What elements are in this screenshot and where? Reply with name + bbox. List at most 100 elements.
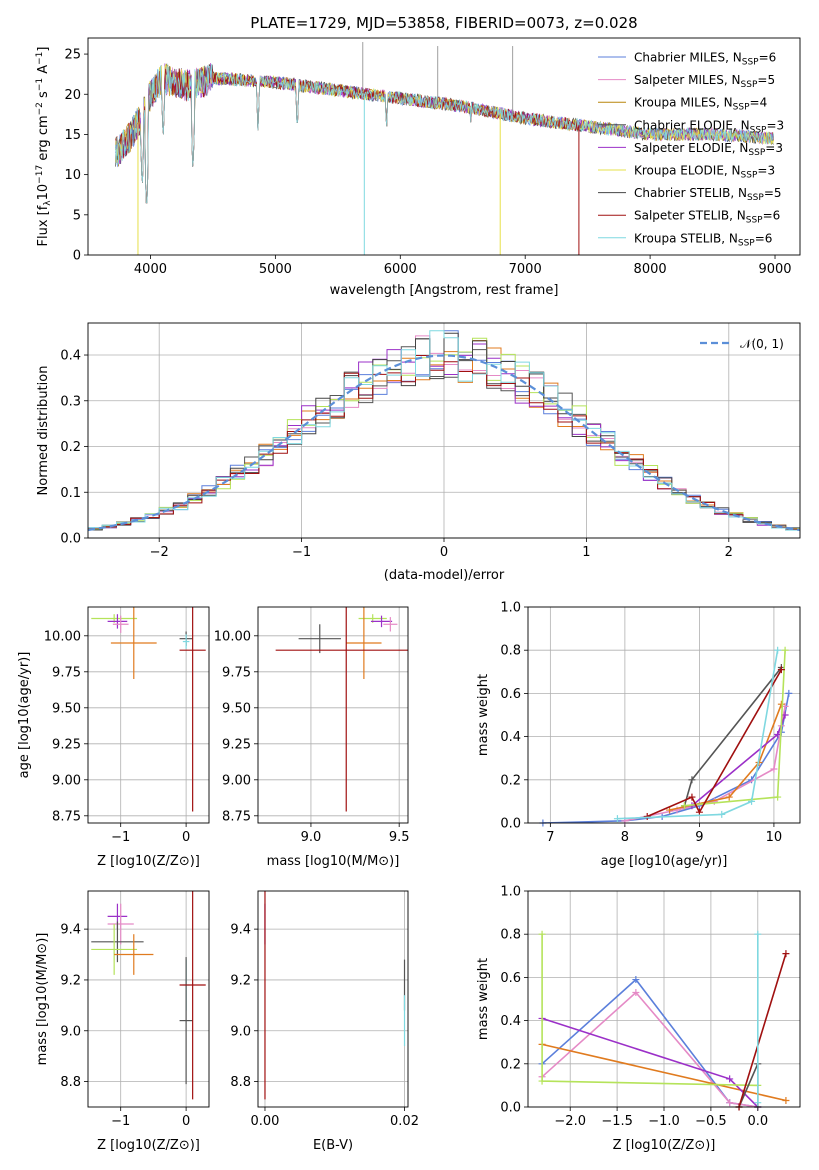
y-tick-label: 25 (64, 48, 81, 63)
series-marker (538, 930, 546, 938)
legend-entry: Kroupa ELODIE, NSSP=3 (634, 164, 775, 181)
error-bar-point (179, 607, 206, 812)
y-tick-label: 10 (64, 168, 81, 183)
y-tick-label: 8.75 (222, 809, 251, 824)
y-axis-label: mass weight (476, 674, 491, 756)
y-tick-label: 0.0 (500, 1101, 521, 1116)
x-tick-label: 0 (182, 1114, 190, 1129)
y-tick-label: 0.3 (60, 394, 81, 409)
series-marker (666, 806, 674, 814)
series-marker (754, 930, 762, 938)
legend-entry: Salpeter ELODIE, NSSP=3 (634, 141, 783, 158)
error-bar-point (346, 607, 382, 679)
error-bar-point (182, 634, 190, 649)
residuals-panel: −2 −1 0 1 2 0.0 0.1 0.2 0.3 0.4 𝒩(0, 1) (data-model… (36, 322, 801, 583)
x-tick-label: −1.5 (601, 1114, 633, 1129)
series-marker (770, 765, 778, 773)
series-line (617, 650, 779, 820)
y-tick-label: 0.2 (500, 773, 521, 788)
spectrum-line (115, 63, 774, 204)
x-tick-label: 4000 (134, 262, 167, 277)
error-bar-point (179, 891, 206, 1100)
y-tick-label: 10.00 (214, 629, 251, 644)
error-bar-point (112, 615, 129, 633)
axes-frame (257, 606, 409, 824)
series-line (691, 714, 786, 807)
series-marker (538, 1077, 546, 1085)
y-axis-label: age [log10(age/yr)] (17, 652, 32, 779)
series-marker (781, 646, 789, 654)
x-tick-label: 6000 (384, 262, 417, 277)
y-axis-label: Normed distribution (36, 366, 51, 496)
x-tick-label: 9.5 (389, 830, 410, 845)
series-marker (718, 810, 726, 818)
x-tick-label: 1 (582, 545, 590, 560)
x-tick-label: 7 (546, 830, 554, 845)
histogram-step (88, 330, 800, 531)
x-axis-label: Z [log10(Z/Z⊙)] (97, 854, 200, 869)
series-line (541, 978, 758, 1107)
x-axis-label: wavelength [Angstrom, rest frame] (330, 283, 559, 298)
x-axis-label: mass [log10(M/M⊙)] (267, 854, 400, 869)
y-tick-label: 9.50 (222, 701, 251, 716)
mass-vs-z-panel: −1 0 8.8 9.0 9.2 9.4 Z [log10(Z/Z⊙)] mass [log1… (35, 890, 210, 1153)
x-axis-label: E(B-V) (313, 1138, 353, 1153)
error-bar-point (110, 607, 157, 679)
series-marker (781, 711, 789, 719)
error-bar-point (383, 617, 398, 632)
x-tick-label: −0.5 (695, 1114, 727, 1129)
age-vs-z-panel: −1 0 8.75 9.00 9.25 9.50 9.75 10.00 Z [log10(Z/Z… (17, 606, 210, 869)
x-tick-label: 8 (621, 830, 629, 845)
y-tick-label: 9.00 (222, 773, 251, 788)
legend-entry: 𝒩(0, 1) (740, 337, 784, 351)
x-tick-label: 10 (766, 830, 783, 845)
y-tick-label: 1.0 (500, 601, 521, 616)
y-tick-label: 0.6 (500, 687, 521, 702)
series-marker (774, 730, 782, 738)
legend-entry: Chabrier STELIB, NSSP=5 (634, 186, 782, 203)
figure-title: PLATE=1729, MJD=53858, FIBERID=0073, z=0… (250, 14, 637, 32)
y-tick-label: 9.2 (230, 973, 251, 988)
legend-entry: Salpeter MILES, NSSP=5 (634, 73, 775, 90)
series-marker (632, 976, 640, 984)
x-tick-label: 0.00 (251, 1114, 280, 1129)
series-marker (632, 989, 640, 997)
y-tick-label: 0 (73, 249, 81, 264)
y-axis-label: mass [log10(M/M⊙)] (35, 933, 50, 1066)
series-marker (748, 797, 756, 805)
legend-entry: Kroupa STELIB, NSSP=6 (634, 231, 772, 248)
series-line (738, 953, 787, 1107)
series-line (669, 703, 783, 811)
x-tick-label: 9 (695, 830, 703, 845)
x-axis-label: Z [log10(Z/Z⊙)] (613, 1138, 716, 1153)
series-line (541, 1017, 759, 1107)
series-marker (774, 793, 782, 801)
series-marker (785, 689, 793, 697)
mass-weight-vs-z-panel: −2.0 −1.5 −1.0 −0.5 0.0 0.0 0.2 0.4 0.6 0.8 1.0 Z [… (476, 885, 801, 1153)
y-tick-label: 8.8 (60, 1075, 81, 1090)
x-tick-label: 5000 (259, 262, 292, 277)
error-bar-point (298, 624, 341, 654)
series-marker (680, 802, 688, 810)
series-marker (726, 1075, 734, 1083)
series-marker (774, 646, 782, 654)
x-tick-label: 8000 (634, 262, 667, 277)
legend-entry: Salpeter STELIB, NSSP=6 (634, 209, 780, 226)
y-tick-label: 9.0 (60, 1024, 81, 1039)
x-tick-label: −2.0 (554, 1114, 586, 1129)
series-marker (777, 700, 785, 708)
y-tick-label: 9.2 (60, 973, 81, 988)
x-tick-label: 9.0 (301, 830, 322, 845)
series-marker (782, 950, 790, 958)
x-tick-label: 9000 (758, 262, 791, 277)
error-bar-point (179, 957, 193, 1085)
y-tick-label: 0.1 (60, 486, 81, 501)
x-tick-label: 7000 (509, 262, 542, 277)
error-bar-point (107, 903, 134, 945)
axes-frame (87, 37, 801, 256)
legend-entry: Kroupa MILES, NSSP=4 (634, 96, 767, 113)
x-tick-label: 0 (182, 830, 190, 845)
axes-frame (527, 890, 801, 1108)
error-bar-point (91, 924, 138, 975)
series-line (541, 991, 758, 1107)
